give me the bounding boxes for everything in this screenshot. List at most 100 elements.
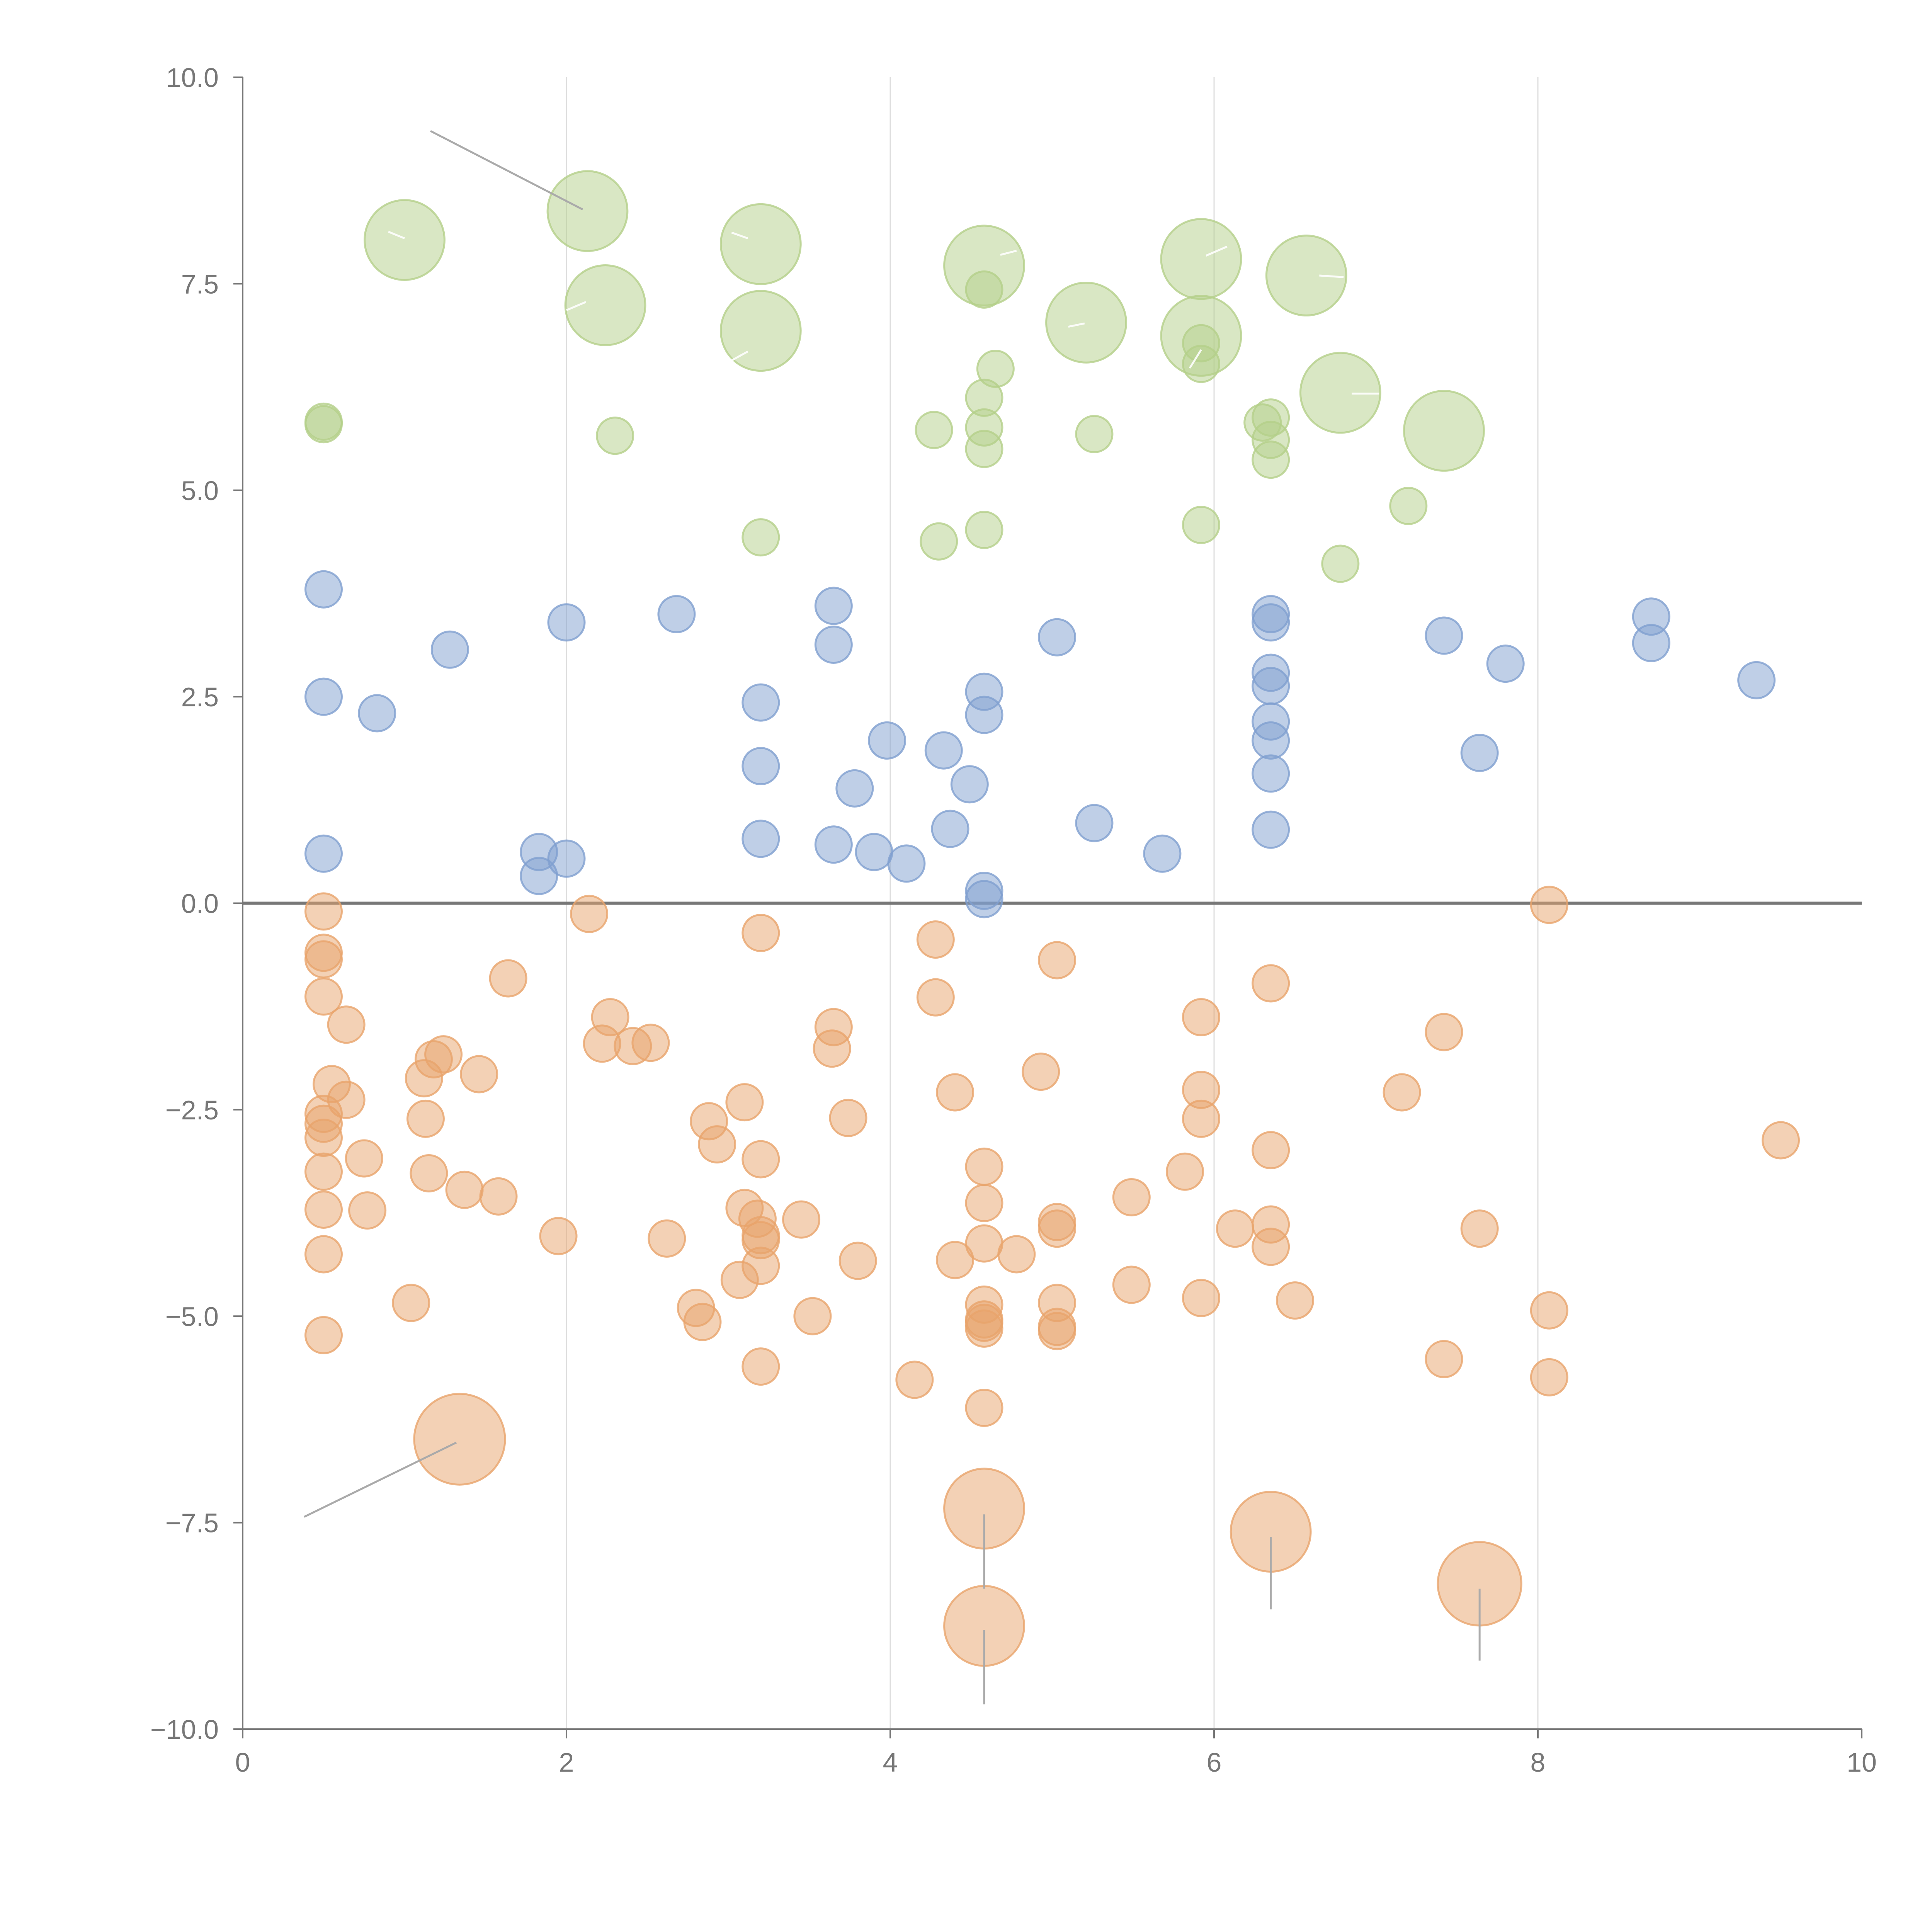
- leader-line: [430, 130, 583, 211]
- bubble-green: [943, 224, 1025, 307]
- bubble-orange: [1182, 1279, 1220, 1317]
- y-tick-label: 5.0: [181, 476, 219, 506]
- bubble-orange: [1530, 1358, 1568, 1396]
- x-tick-label: 2: [559, 1747, 574, 1777]
- bubble-orange: [424, 1035, 463, 1074]
- bubble-green: [564, 264, 646, 346]
- x-tick-label: 6: [1207, 1747, 1222, 1777]
- y-tick-label: 10.0: [166, 63, 219, 93]
- bubble-orange: [406, 1099, 445, 1138]
- bubble-orange: [304, 1190, 343, 1229]
- leader-line-light: [1319, 274, 1344, 278]
- bubble-orange: [838, 1242, 877, 1280]
- bubble-orange: [489, 959, 527, 998]
- bubble-orange: [916, 978, 955, 1017]
- bubble-green: [719, 290, 802, 372]
- bubble-blue: [1252, 721, 1290, 760]
- bubble-blue: [835, 769, 874, 808]
- leader-line-light: [388, 231, 405, 240]
- bubble-blue: [1632, 624, 1670, 662]
- bubble-green: [965, 430, 1003, 468]
- bubble-blue: [304, 834, 343, 873]
- bubble-orange: [1762, 1121, 1800, 1160]
- bubble-orange: [683, 1303, 722, 1341]
- leader-line-light: [731, 231, 748, 240]
- bubble-green: [546, 170, 629, 252]
- bubble-blue: [304, 677, 343, 716]
- y-tick-label: −5.0: [165, 1301, 219, 1332]
- bubble-orange: [304, 1316, 343, 1354]
- bubble-green: [1045, 281, 1127, 364]
- bubble-blue: [1252, 810, 1290, 849]
- y-tick-label: 2.5: [181, 682, 219, 712]
- bubble-orange: [1425, 1013, 1463, 1051]
- bubble-orange: [460, 1055, 498, 1094]
- bubble-green: [1403, 389, 1485, 472]
- bubbles: [304, 170, 1800, 1667]
- bubble-blue: [1460, 733, 1499, 772]
- bubble-orange: [539, 1217, 578, 1255]
- bubble-blue: [742, 747, 780, 786]
- bubble-green: [1252, 440, 1290, 479]
- bubble-orange: [1112, 1178, 1151, 1216]
- bubble-orange: [1425, 1340, 1463, 1378]
- bubble-orange: [304, 1152, 343, 1191]
- bubble-blue: [1075, 804, 1114, 842]
- bubble-orange: [1038, 1312, 1077, 1350]
- bubble-orange: [1112, 1265, 1151, 1304]
- bubble-blue: [520, 857, 558, 895]
- bubble-orange: [413, 1393, 506, 1486]
- bubble-blue: [304, 570, 343, 609]
- bubble-orange: [965, 1184, 1003, 1222]
- bubble-green: [1389, 486, 1428, 525]
- bubble-orange: [1530, 1291, 1568, 1330]
- x-tick-label: 0: [235, 1747, 250, 1777]
- bubble-orange: [813, 1029, 851, 1068]
- bubble-green: [304, 405, 343, 444]
- bubble-blue: [868, 721, 906, 760]
- bubble-orange: [1252, 1131, 1290, 1170]
- y-tick-label: −2.5: [165, 1095, 219, 1125]
- bubble-orange: [570, 895, 609, 933]
- bubble-blue: [742, 820, 780, 858]
- bubble-blue: [547, 839, 586, 878]
- leader-lines: [304, 130, 1481, 1704]
- bubble-blue: [1143, 834, 1182, 873]
- bubble-green: [1299, 352, 1381, 434]
- bubble-orange: [1038, 1209, 1077, 1248]
- bubble-orange: [742, 913, 780, 952]
- bubble-green: [1075, 415, 1114, 453]
- bubble-orange: [327, 1080, 366, 1119]
- bubble-blue: [430, 630, 469, 669]
- bubble-orange: [304, 940, 343, 979]
- x-tick-label: 4: [883, 1747, 898, 1777]
- bubble-orange: [1276, 1281, 1314, 1320]
- bubble-orange: [1252, 1228, 1290, 1266]
- leader-line-light: [1189, 349, 1202, 369]
- y-tick-label: −10.0: [150, 1714, 219, 1745]
- bubble-green: [976, 350, 1015, 388]
- bubble-orange: [348, 1191, 387, 1230]
- y-tick-label: 7.5: [181, 269, 219, 299]
- bubble-orange: [591, 998, 629, 1036]
- bubble-blue: [1486, 645, 1525, 683]
- bubble-green: [719, 203, 802, 285]
- bubble-orange: [782, 1200, 821, 1239]
- bubble-orange: [1216, 1209, 1254, 1248]
- bubble-blue: [814, 587, 853, 625]
- bubble-orange: [1252, 964, 1290, 1003]
- bubble-blue: [924, 731, 963, 770]
- bubble-blue: [814, 825, 853, 864]
- bubble-orange: [1166, 1152, 1204, 1191]
- bubble-blue: [742, 683, 780, 722]
- bubble-blue: [1038, 618, 1077, 656]
- bubble-orange: [345, 1139, 383, 1178]
- bubble-blue: [887, 844, 926, 883]
- bubble-orange: [304, 1235, 343, 1274]
- axes: 0 2 4 6 8 10 10.0 7.5 5.0 2.5 0.0 −2.5 −5.0 −7.5 −10.0: [150, 63, 1877, 1777]
- bubble-blue: [965, 880, 1003, 918]
- bubble-blue: [547, 603, 586, 642]
- leader-line: [304, 1442, 457, 1518]
- leader-line-light: [1206, 245, 1228, 257]
